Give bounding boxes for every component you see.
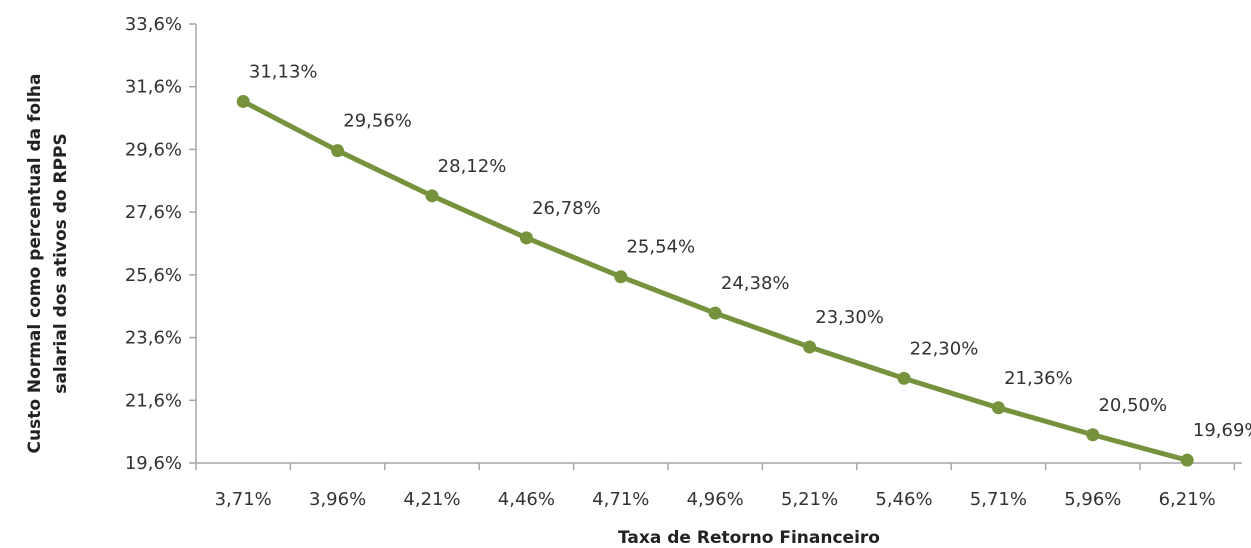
data-label: 23,30% [815,307,884,328]
x-tick-label: 5,46% [875,489,932,510]
data-point [708,306,722,320]
x-tick-label: 4,46% [498,489,555,510]
data-points [236,94,1194,467]
data-point [614,270,628,284]
data-point [991,401,1005,415]
data-point [1086,428,1100,442]
x-tick-label: 5,21% [781,489,838,510]
y-tick-label: 19,6% [125,453,182,474]
x-tick-label: 4,96% [687,489,744,510]
data-label: 22,30% [910,338,979,359]
series-line [240,98,1190,463]
x-axis-ticks: 3,71% 3,96% 4,21% 4,46% 4,71% 4,96% 5,21% 5,46%… [195,463,1236,510]
y-axis-title-line-2: salarial dos ativos do RPPS [51,133,71,393]
data-point [519,231,533,245]
y-tick-label: 23,6% [125,328,182,349]
x-tick-label: 3,96% [309,489,366,510]
data-point [1180,453,1194,467]
y-tick-label: 21,6% [125,390,182,411]
data-point [331,144,345,158]
x-tick-label: 3,71% [215,489,272,510]
y-tick-label: 29,6% [125,139,182,160]
data-point [236,94,250,108]
data-labels: 31,13% 29,56% 28,12% 26,78% 25,54% 24,38% 23,3… [249,61,1251,441]
y-axis-title: Custo Normal como percentual da folha sa… [25,74,71,454]
data-point [897,371,911,385]
data-label: 19,69% [1193,420,1251,441]
data-point [803,340,817,354]
data-label: 31,13% [249,61,318,82]
data-label: 26,78% [532,198,601,219]
y-tick-label: 27,6% [125,202,182,223]
x-axis-title: Taxa de Retorno Financeiro [618,528,880,548]
data-label: 20,50% [1098,395,1167,416]
data-point [425,189,439,203]
data-label: 29,56% [343,111,412,132]
data-label: 25,54% [626,237,695,258]
x-tick-label: 4,21% [403,489,460,510]
y-tick-label: 25,6% [125,265,182,286]
y-axis-title-line-1: Custo Normal como percentual da folha [25,74,45,454]
x-tick-label: 6,21% [1159,489,1216,510]
y-tick-label: 33,6% [125,14,182,35]
x-tick-label: 5,96% [1064,489,1121,510]
y-axis-ticks: 19,6% 21,6% 23,6% 25,6% 27,6% 29,6% 31,6% 33,6% [125,14,196,474]
x-tick-label: 5,71% [970,489,1027,510]
y-tick-label: 31,6% [125,77,182,98]
data-label: 21,36% [1004,368,1073,389]
data-label: 24,38% [721,273,790,294]
data-label: 28,12% [438,156,507,177]
x-tick-label: 4,71% [592,489,649,510]
